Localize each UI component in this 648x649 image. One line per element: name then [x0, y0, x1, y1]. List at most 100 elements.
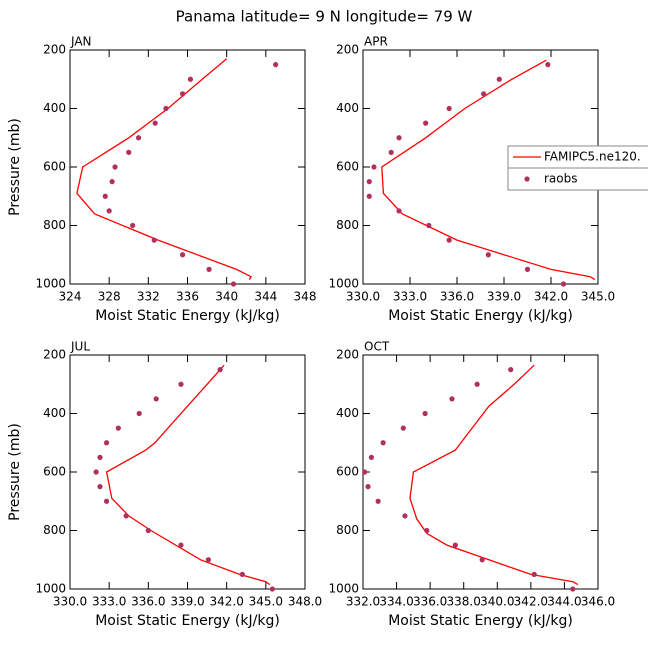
- y-tick-label: 400: [336, 101, 359, 115]
- obs-dot: [388, 149, 394, 155]
- x-tick-label: 342.0: [514, 595, 548, 609]
- obs-dot: [396, 135, 402, 141]
- obs-dot: [365, 484, 371, 490]
- obs-dot: [400, 425, 406, 431]
- obs-dot: [123, 513, 129, 519]
- y-axis-label: Pressure (mb): [7, 423, 23, 521]
- obs-dot: [422, 410, 428, 417]
- x-tick-label: 348.0: [288, 595, 322, 609]
- plot-frame: [69, 49, 306, 285]
- plot-area: [366, 59, 596, 287]
- obs-dot: [180, 91, 186, 97]
- plot-area: [76, 58, 279, 287]
- y-axis-label: Pressure (mb): [7, 118, 23, 216]
- y-tick-label: 400: [43, 101, 66, 115]
- profile-line: [76, 58, 253, 280]
- obs-dot: [217, 367, 223, 373]
- profile-line: [381, 59, 596, 281]
- y-tick-label: 800: [336, 523, 359, 537]
- obs-dot: [103, 440, 110, 446]
- obs-dot: [446, 105, 452, 112]
- obs-dot: [102, 193, 108, 199]
- obs-dot: [163, 105, 169, 112]
- panel-title: JUL: [70, 340, 90, 354]
- obs-dot: [135, 135, 142, 141]
- x-tick-label: 344: [254, 290, 277, 304]
- obs-dot: [479, 557, 485, 563]
- x-tick-label: 332.0: [346, 595, 380, 609]
- obs-dot: [368, 454, 374, 460]
- obs-dot: [115, 425, 121, 431]
- x-tick-label: 340: [215, 290, 238, 304]
- y-tick-label: 1000: [328, 277, 359, 291]
- y-tick-label: 800: [336, 218, 359, 232]
- obs-dot: [362, 469, 368, 475]
- obs-dot: [239, 571, 245, 577]
- x-tick-label: 330.0: [53, 595, 87, 609]
- x-tick-label: 336.0: [413, 595, 447, 609]
- obs-dot: [151, 237, 157, 243]
- obs-dot: [485, 252, 491, 258]
- x-axis-label: Moist Static Energy (kJ/kg): [95, 613, 280, 629]
- x-tick-label: 342.0: [209, 595, 243, 609]
- x-tick-label: 346.0: [581, 595, 615, 609]
- plot-frame: [362, 354, 599, 590]
- y-tick-label: 200: [43, 43, 66, 57]
- obs-dot: [402, 513, 408, 519]
- x-tick-label: 336.0: [440, 290, 474, 304]
- y-tick-label: 600: [336, 160, 359, 174]
- obs-dot: [396, 208, 402, 214]
- y-tick-label: 200: [43, 348, 66, 362]
- obs-dot: [496, 76, 502, 82]
- x-tick-label: 336: [176, 290, 199, 304]
- x-tick-label: 339.0: [170, 595, 204, 609]
- x-tick-label: 324: [59, 290, 82, 304]
- obs-dot: [178, 542, 184, 548]
- obs-dot: [371, 164, 377, 170]
- y-tick-label: 1000: [35, 277, 66, 291]
- obs-dot: [524, 266, 531, 272]
- x-tick-label: 333.0: [92, 595, 126, 609]
- obs-dot: [446, 237, 452, 243]
- obs-dot: [474, 381, 480, 387]
- x-tick-label: 332: [137, 290, 160, 304]
- obs-dot: [230, 281, 237, 287]
- obs-dot: [545, 62, 551, 68]
- obs-dot: [103, 498, 110, 504]
- legend-dot: [524, 176, 530, 182]
- obs-dot: [145, 527, 151, 534]
- panel-title: OCT: [364, 340, 390, 354]
- obs-dot: [93, 469, 99, 475]
- y-tick-label: 600: [336, 465, 359, 479]
- x-axis-label: Moist Static Energy (kJ/kg): [95, 308, 280, 324]
- obs-dot: [109, 179, 115, 185]
- x-tick-label: 348: [294, 290, 317, 304]
- obs-dot: [424, 527, 430, 534]
- obs-dot: [97, 484, 103, 490]
- panel-title: APR: [364, 35, 388, 49]
- x-tick-label: 342.0: [534, 290, 568, 304]
- obs-dot: [375, 498, 381, 504]
- y-tick-label: 400: [336, 406, 359, 420]
- obs-dot: [130, 222, 136, 229]
- obs-dot: [187, 76, 194, 82]
- obs-dot: [205, 557, 211, 563]
- obs-dot: [570, 586, 576, 592]
- profile-line: [105, 364, 271, 586]
- y-tick-label: 400: [43, 406, 66, 420]
- x-tick-label: 336.0: [131, 595, 165, 609]
- obs-dot: [481, 91, 487, 97]
- obs-dot: [366, 193, 372, 199]
- x-tick-label: 328: [98, 290, 121, 304]
- legend-label: FAMIPC5.ne120.: [544, 150, 641, 164]
- obs-dot: [178, 381, 184, 387]
- y-tick-label: 800: [43, 218, 66, 232]
- obs-dot: [153, 396, 159, 402]
- plot-area: [93, 364, 275, 592]
- y-tick-label: 600: [43, 160, 66, 174]
- obs-dot: [426, 222, 432, 229]
- obs-dot: [449, 396, 455, 402]
- y-tick-label: 1000: [328, 582, 359, 596]
- obs-dot: [206, 266, 212, 272]
